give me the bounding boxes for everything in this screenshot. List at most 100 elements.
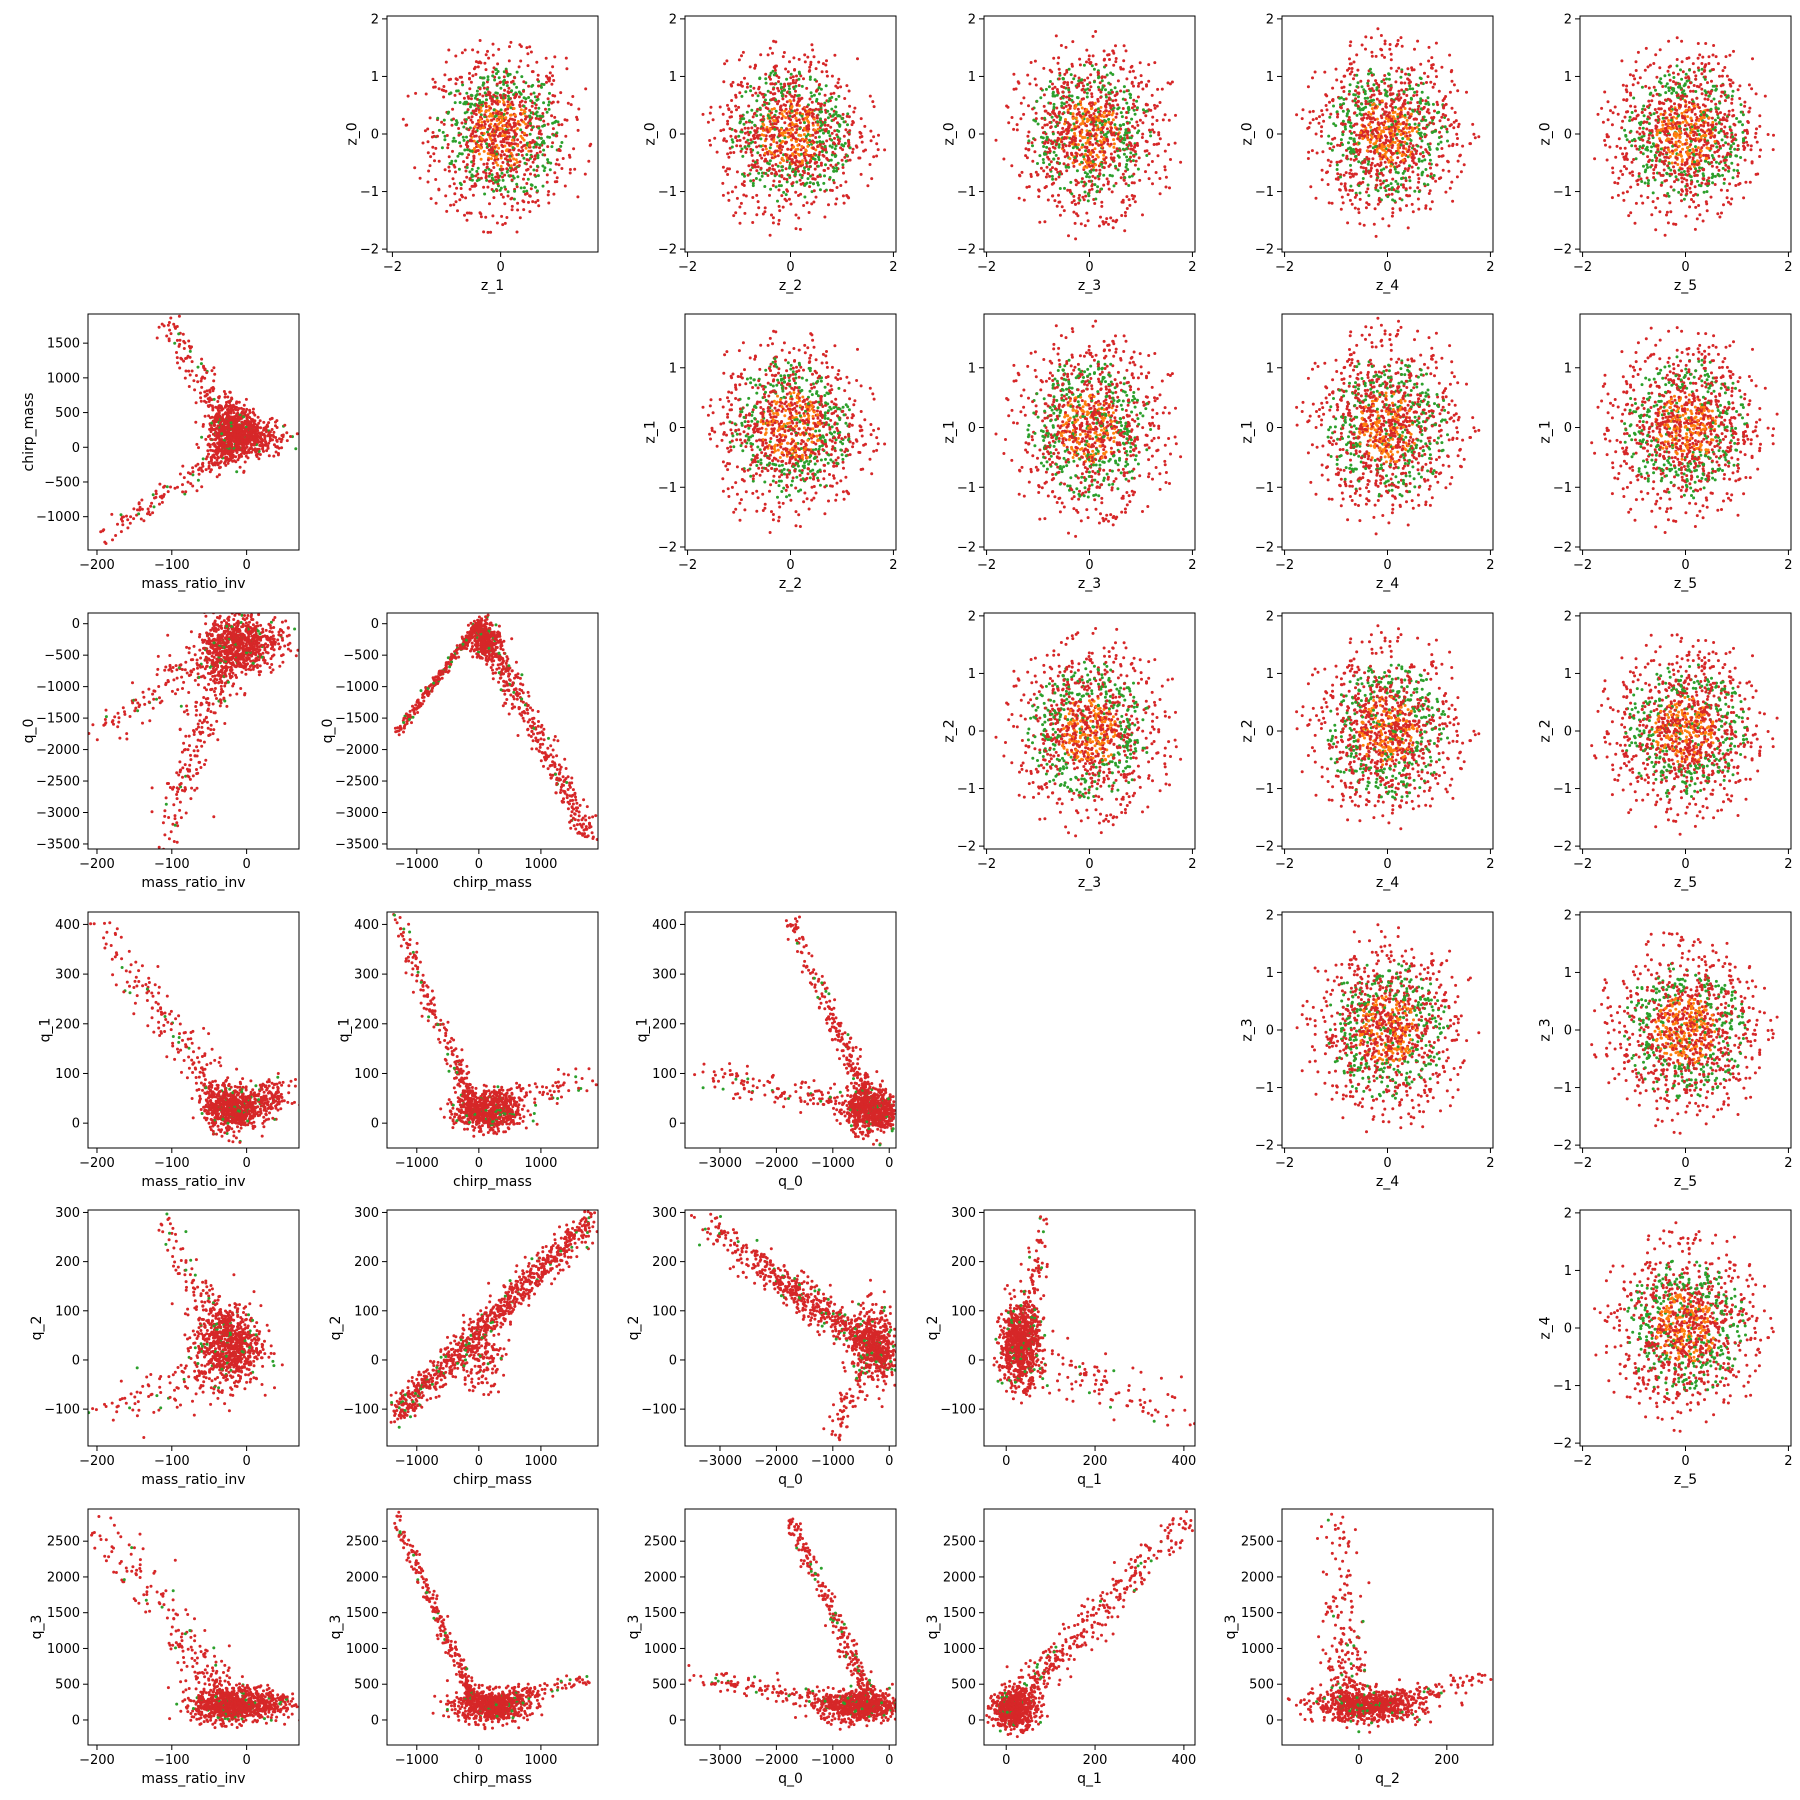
scatter-point — [584, 87, 587, 90]
scatter-point — [820, 162, 823, 165]
scatter-point — [512, 80, 515, 83]
scatter-point — [547, 193, 550, 196]
scatter-point — [869, 163, 872, 166]
scatter-point — [1063, 187, 1066, 190]
scatter-point — [462, 136, 465, 139]
scatter-point — [548, 136, 551, 139]
scatter-point — [1412, 144, 1415, 147]
scatter-point — [809, 181, 812, 184]
scatter-point — [794, 85, 797, 88]
scatter-point — [736, 139, 739, 142]
scatter-point — [1104, 88, 1107, 91]
scatter-point — [1399, 209, 1402, 212]
scatter-point — [1141, 136, 1144, 139]
scatter-point — [1362, 177, 1365, 180]
scatter-point — [1706, 209, 1709, 212]
scatter-point — [1701, 92, 1704, 95]
scatter-point — [471, 185, 474, 188]
scatter-point — [1458, 154, 1461, 157]
scatter-point — [1128, 141, 1131, 144]
scatter-point — [835, 98, 838, 101]
scatter-point — [1415, 152, 1418, 155]
scatter-point — [797, 217, 800, 220]
scatter-point — [1406, 137, 1409, 140]
scatter-point — [1389, 169, 1392, 172]
scatter-point — [1385, 78, 1388, 81]
scatter-point — [500, 215, 503, 218]
scatter-point — [1159, 192, 1162, 195]
scatter-point — [1134, 200, 1137, 203]
scatter-point — [518, 164, 521, 167]
scatter-point — [478, 153, 481, 156]
scatter-point — [1126, 207, 1129, 210]
scatter-point — [873, 105, 876, 108]
scatter-point — [472, 194, 475, 197]
scatter-point — [1040, 87, 1043, 90]
scatter-point — [519, 141, 522, 144]
scatter-point — [734, 94, 737, 97]
scatter-point — [753, 163, 756, 166]
scatter-point — [522, 90, 525, 93]
scatter-point — [489, 126, 492, 129]
scatter-point — [1406, 119, 1409, 122]
x-tick-label: 0 — [786, 260, 794, 275]
scatter-point — [799, 228, 802, 231]
scatter-point — [1063, 150, 1066, 153]
scatter-point — [1336, 172, 1339, 175]
scatter-point — [1087, 199, 1090, 202]
scatter-point — [501, 223, 504, 226]
scatter-point — [1125, 143, 1128, 146]
scatter-point — [1352, 77, 1355, 80]
scatter-point — [1402, 183, 1405, 186]
scatter-point — [846, 115, 849, 118]
scatter-point — [801, 138, 804, 141]
scatter-point — [1043, 105, 1046, 108]
scatter-point — [497, 48, 500, 51]
scatter-point — [1095, 169, 1098, 172]
scatter-point — [722, 113, 725, 116]
scatter-point — [508, 45, 511, 48]
scatter-point — [1367, 146, 1370, 149]
scatter-point — [1085, 212, 1088, 215]
scatter-point — [727, 108, 730, 111]
scatter-point — [1365, 169, 1368, 172]
scatter-point — [745, 141, 748, 144]
scatter-point — [784, 95, 787, 98]
scatter-point — [816, 175, 819, 178]
scatter-point — [1335, 68, 1338, 71]
y-tick-label: −1 — [658, 185, 677, 200]
scatter-point — [1155, 171, 1158, 174]
scatter-point — [537, 74, 540, 77]
scatter-point — [1336, 113, 1339, 116]
scatter-point — [536, 165, 539, 168]
scatter-point — [1307, 85, 1310, 88]
scatter-point — [564, 118, 567, 121]
scatter-point — [459, 92, 462, 95]
scatter-point — [799, 173, 802, 176]
scatter-point — [490, 169, 493, 172]
scatter-point — [1339, 103, 1342, 106]
scatter-point — [534, 154, 537, 157]
scatter-point — [533, 92, 536, 95]
scatter-point — [1340, 182, 1343, 185]
scatter-point — [1037, 123, 1040, 126]
scatter-point — [1312, 110, 1315, 113]
scatter-point — [1051, 194, 1054, 197]
scatter-point — [1423, 133, 1426, 136]
scatter-point — [456, 209, 459, 212]
scatter-point — [1086, 96, 1089, 99]
scatter-point — [466, 148, 469, 151]
scatter-point — [1408, 145, 1411, 148]
scatter-point — [1065, 132, 1068, 135]
scatter-point — [815, 108, 818, 111]
scatter-point — [468, 72, 471, 75]
scatter-point — [447, 111, 450, 114]
scatter-point — [454, 101, 457, 104]
scatter-point — [833, 167, 836, 170]
scatter-point — [793, 87, 796, 90]
scatter-point — [1100, 188, 1103, 191]
scatter-point — [1083, 158, 1086, 161]
scatter-point — [453, 182, 456, 185]
scatter-point — [793, 69, 796, 72]
scatter-point — [553, 116, 556, 119]
